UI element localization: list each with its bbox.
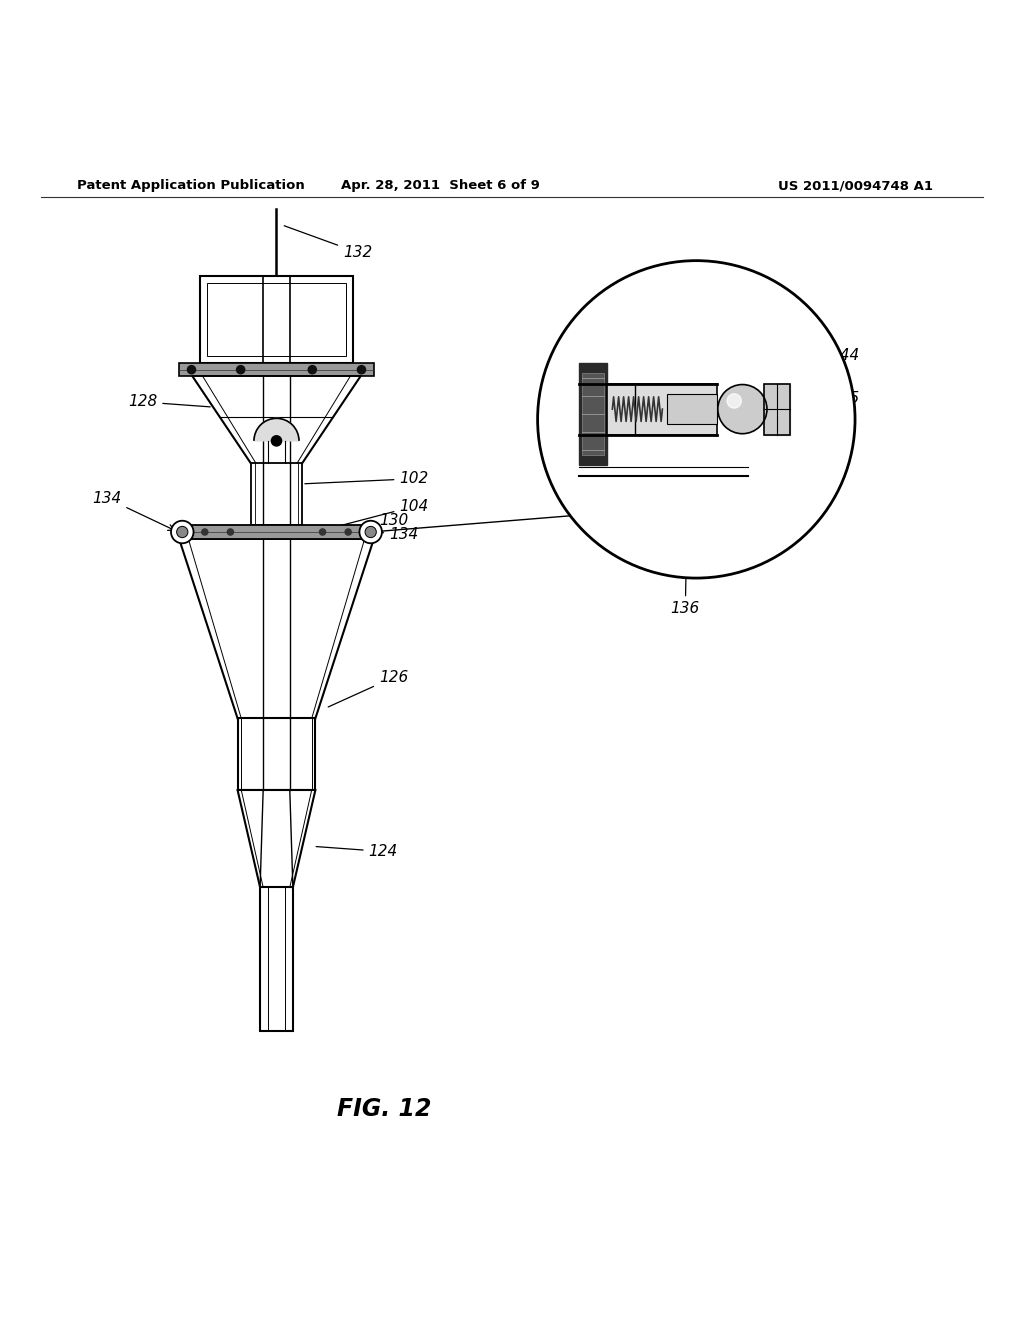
Polygon shape: [764, 384, 790, 434]
Bar: [179, 363, 374, 376]
Bar: [179, 525, 374, 539]
Text: 130: 130: [589, 317, 618, 376]
Text: 130: 130: [305, 513, 409, 533]
Text: Apr. 28, 2011  Sheet 6 of 9: Apr. 28, 2011 Sheet 6 of 9: [341, 180, 540, 193]
Text: 134: 134: [92, 491, 174, 531]
Circle shape: [319, 529, 326, 535]
Bar: [260, 887, 293, 1031]
Text: 102: 102: [305, 471, 429, 486]
Text: 138: 138: [617, 319, 647, 391]
Text: 136: 136: [671, 570, 700, 616]
Circle shape: [177, 527, 188, 537]
Polygon shape: [238, 791, 315, 887]
Bar: [668, 393, 717, 425]
Text: 144: 144: [792, 348, 860, 392]
Text: 124: 124: [316, 843, 398, 859]
Text: 104: 104: [331, 499, 429, 528]
Text: 134: 134: [376, 527, 419, 541]
Circle shape: [359, 520, 382, 544]
Polygon shape: [179, 539, 374, 718]
Text: 145: 145: [793, 391, 860, 418]
Text: 132: 132: [285, 226, 373, 260]
Bar: [238, 718, 315, 791]
Bar: [200, 276, 353, 363]
Circle shape: [538, 260, 855, 578]
Text: 142: 142: [732, 325, 762, 381]
Circle shape: [357, 366, 366, 374]
Circle shape: [227, 529, 233, 535]
Circle shape: [308, 366, 316, 374]
Bar: [207, 284, 346, 356]
Bar: [607, 384, 717, 434]
Circle shape: [718, 384, 767, 434]
Bar: [582, 374, 604, 455]
Text: 146: 146: [579, 338, 608, 391]
Circle shape: [202, 529, 208, 535]
Wedge shape: [254, 418, 299, 441]
Bar: [764, 384, 790, 434]
Text: 140: 140: [653, 437, 683, 463]
Circle shape: [187, 366, 196, 374]
Circle shape: [237, 366, 245, 374]
Text: 126: 126: [328, 671, 409, 708]
Circle shape: [271, 436, 282, 446]
Text: 104: 104: [594, 297, 634, 360]
Polygon shape: [579, 363, 607, 466]
Text: 128: 128: [128, 395, 210, 409]
Circle shape: [171, 520, 194, 544]
Polygon shape: [193, 376, 360, 463]
Text: Patent Application Publication: Patent Application Publication: [77, 180, 304, 193]
Text: FIG. 12: FIG. 12: [337, 1097, 431, 1121]
Bar: [251, 463, 302, 525]
Circle shape: [365, 527, 377, 537]
Circle shape: [727, 393, 741, 408]
Text: US 2011/0094748 A1: US 2011/0094748 A1: [778, 180, 933, 193]
Circle shape: [345, 529, 351, 535]
